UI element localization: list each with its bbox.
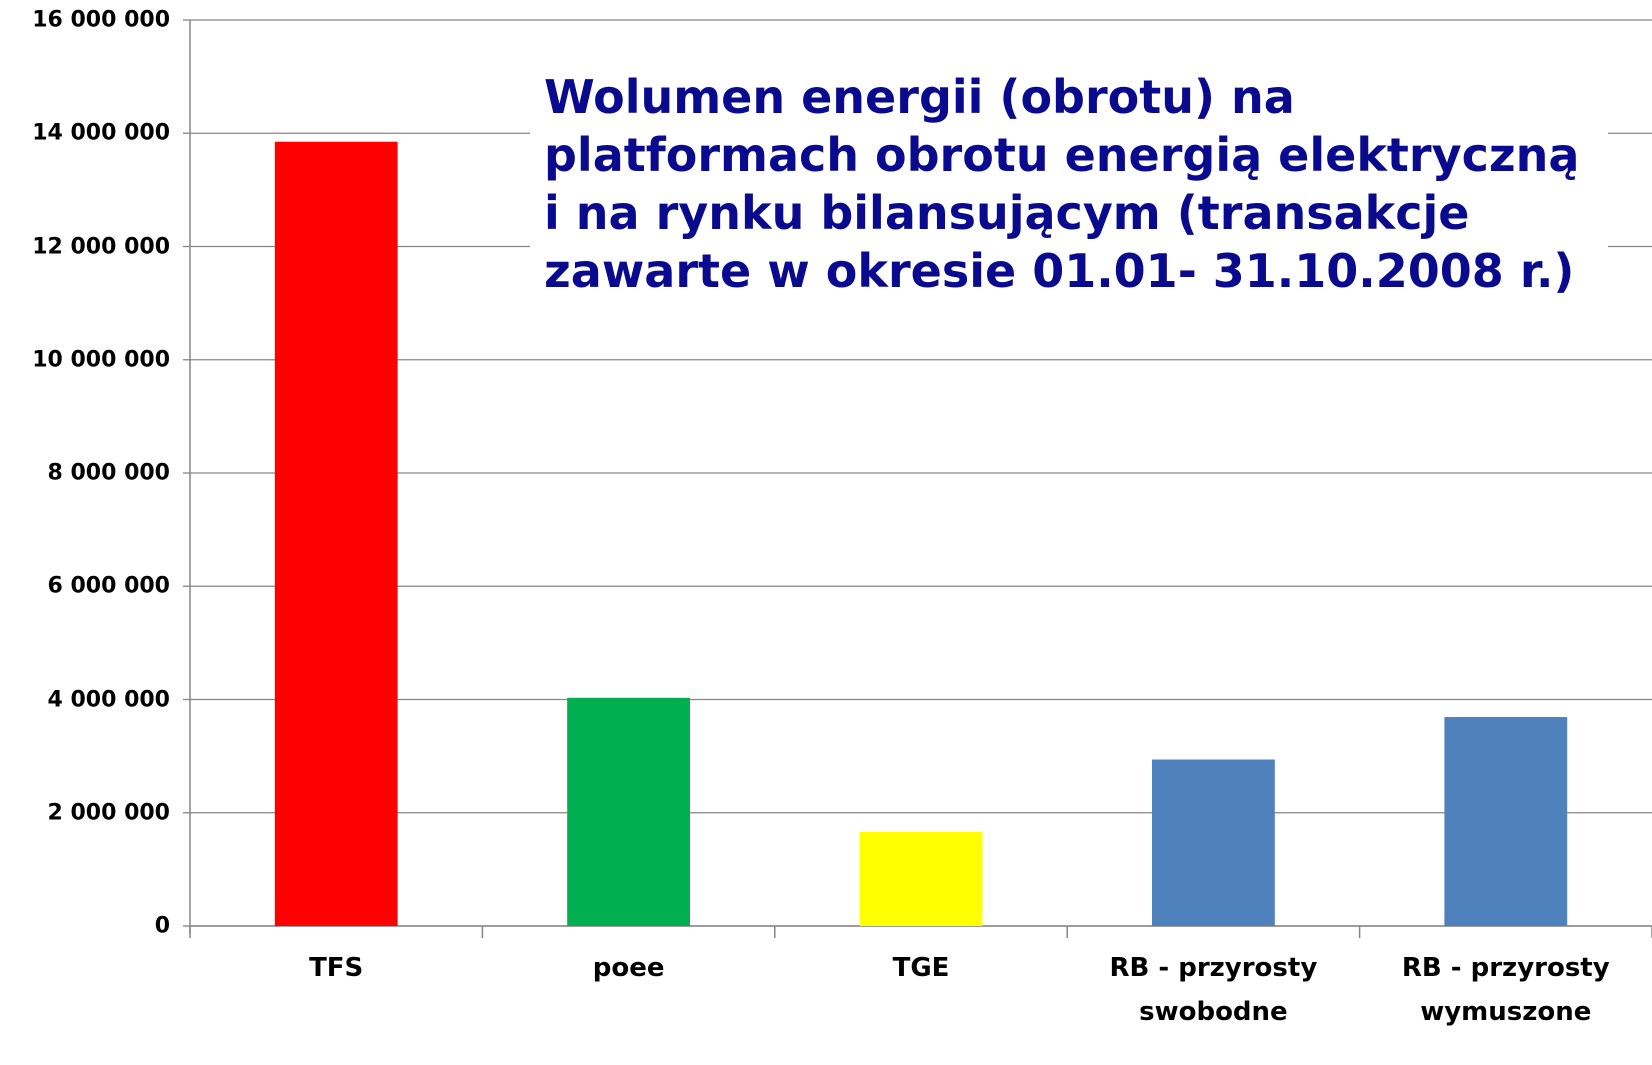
x-tick-label: poee xyxy=(592,953,665,983)
y-tick-label: 16 000 000 xyxy=(32,7,170,33)
y-tick-label: 6 000 000 xyxy=(47,573,170,599)
bar xyxy=(1151,759,1275,926)
bar xyxy=(1444,717,1568,926)
y-tick-label: 2 000 000 xyxy=(47,800,170,826)
x-tick-label: TGE xyxy=(892,953,950,983)
y-tick-label: 10 000 000 xyxy=(32,347,170,373)
y-tick-label: 4 000 000 xyxy=(47,687,170,712)
bar xyxy=(859,832,983,926)
bar xyxy=(567,697,691,926)
y-tick-label: 14 000 000 xyxy=(32,120,170,146)
x-tick-label: RB - przyrosty wymuszone xyxy=(1401,953,1610,1027)
y-tick-label: 12 000 000 xyxy=(32,234,170,259)
y-tick-label: 8 000 000 xyxy=(47,460,170,486)
y-tick-label: 0 xyxy=(154,913,170,939)
chart-title: Wolumen energii (obrotu) na platformach … xyxy=(530,62,1608,306)
bar xyxy=(274,141,398,926)
x-tick-label: TFS xyxy=(309,953,364,983)
x-tick-label: RB - przyrosty swobodne xyxy=(1109,953,1318,1027)
